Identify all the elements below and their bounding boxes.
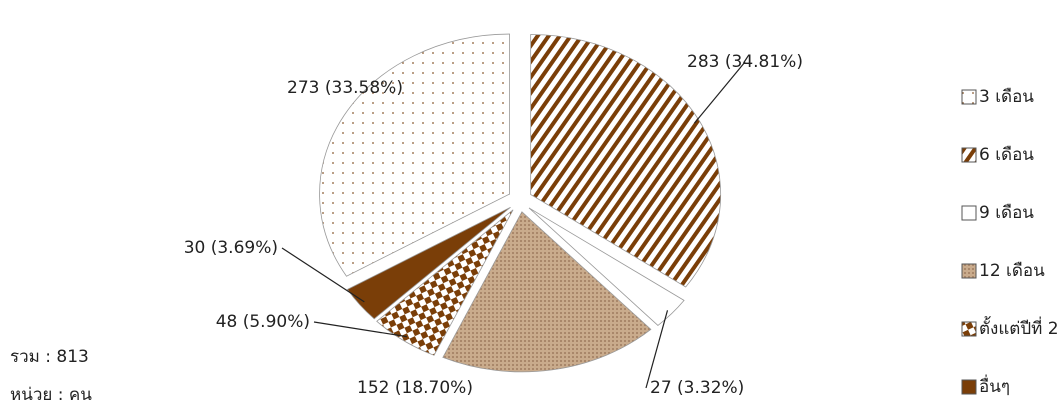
leader-line <box>281 247 365 303</box>
pie-slice <box>442 211 652 373</box>
pie-slice <box>319 33 510 277</box>
leader-line <box>313 321 407 338</box>
unit-note: หน่วย : คน <box>10 385 92 405</box>
pie-slice <box>528 207 685 326</box>
pie-slice <box>346 206 511 320</box>
legend-swatch <box>961 263 977 279</box>
legend-label: ตั้งแต่ปีที่ 2 <box>979 316 1059 339</box>
leader-line <box>693 61 746 124</box>
data-label: 30 (3.69%) <box>184 238 278 258</box>
legend-label: 12 เดือน <box>979 261 1045 281</box>
legend-swatch <box>961 205 977 221</box>
leader-line <box>645 310 669 389</box>
data-label: 27 (3.32%) <box>650 378 744 398</box>
legend-swatch <box>961 321 977 337</box>
legend-label: 6 เดือน <box>979 145 1034 165</box>
pie-slice <box>530 34 721 288</box>
legend-label: 3 เดือน <box>979 87 1034 107</box>
legend-swatch <box>961 379 977 395</box>
legend-label: อื่นๆ <box>979 374 1010 397</box>
total-note: รวม : 813 <box>10 347 89 367</box>
legend-label: 9 เดือน <box>979 203 1034 223</box>
legend-swatch <box>961 147 977 163</box>
data-label: 48 (5.90%) <box>216 312 310 332</box>
pie-slice <box>376 209 514 356</box>
data-label: 273 (33.58%) <box>287 78 403 98</box>
data-label: 283 (34.81%) <box>687 52 803 72</box>
legend-swatch <box>961 89 977 105</box>
data-label: 152 (18.70%) <box>357 378 473 398</box>
